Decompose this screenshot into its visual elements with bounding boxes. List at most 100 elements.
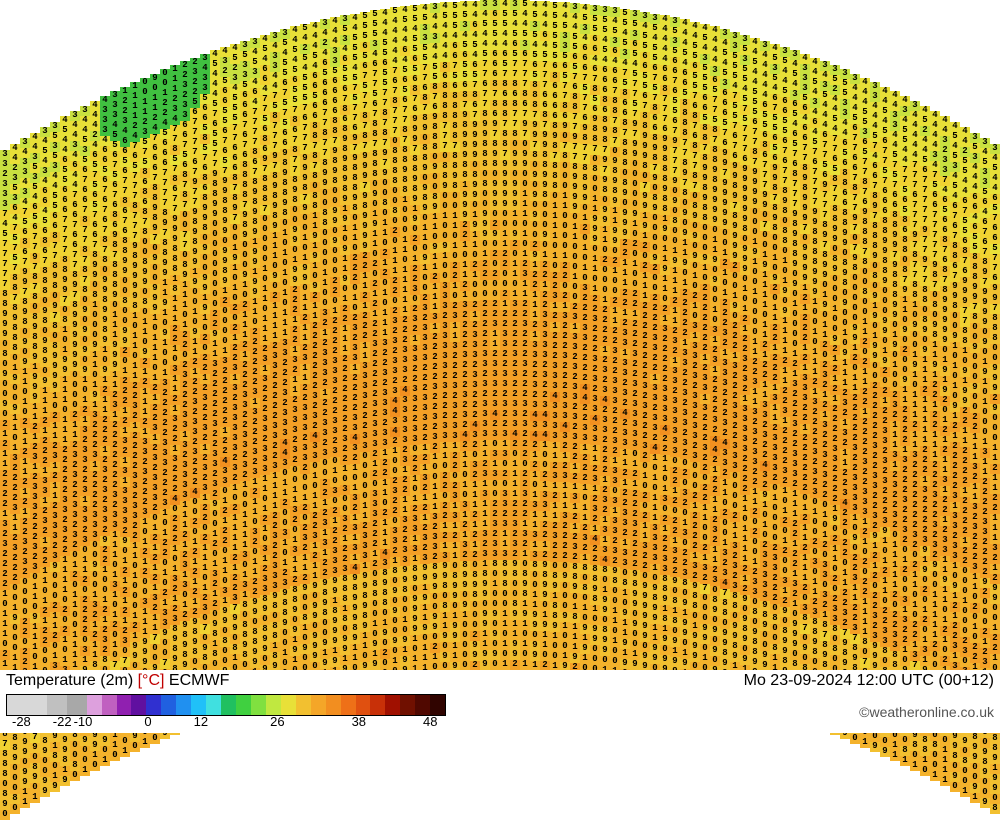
temp-cell: 2 [250, 488, 260, 498]
temp-cell: 6 [550, 102, 560, 112]
temp-cell: 0 [850, 294, 860, 304]
temp-cell: 1 [950, 612, 960, 622]
temp-cell: 0 [650, 284, 660, 294]
temp-cell: 8 [50, 322, 60, 332]
temp-cell: 7 [750, 128, 760, 138]
temp-cell: 5 [550, 12, 560, 22]
temp-cell: 2 [350, 404, 360, 414]
temp-cell: 5 [450, 22, 460, 32]
temp-cell: 6 [650, 64, 660, 74]
temp-cell: 1 [550, 322, 560, 332]
temp-cell: 0 [650, 484, 660, 494]
temp-cell: 8 [150, 184, 160, 194]
temp-cell: 7 [550, 152, 560, 162]
temp-cell: 7 [250, 128, 260, 138]
temp-cell: 4 [950, 122, 960, 132]
temp-cell: 4 [750, 68, 760, 78]
temp-cell: 7 [50, 312, 60, 322]
temp-cell: 2 [350, 334, 360, 344]
temp-cell: 7 [450, 62, 460, 72]
temp-cell: 4 [950, 172, 960, 182]
temp-cell: 2 [50, 442, 60, 452]
temp-cell: 3 [50, 522, 60, 532]
temp-cell: 8 [250, 148, 260, 158]
temp-cell: 7 [350, 84, 360, 94]
temp-cell: 1 [950, 562, 960, 572]
temp-cell: 8 [650, 154, 660, 164]
temp-cell: 2 [950, 422, 960, 432]
temp-cell: 6 [850, 154, 860, 164]
temp-cell: 8 [450, 102, 460, 112]
temp-cell: 2 [450, 482, 460, 492]
temp-cell: 6 [450, 82, 460, 92]
temp-cell: 3 [650, 334, 660, 344]
temp-cell: 2 [950, 482, 960, 492]
temp-cell: 9 [150, 294, 160, 304]
temp-cell: 6 [250, 88, 260, 98]
temp-cell: 5 [650, 54, 660, 64]
temp-cell: 0 [50, 332, 60, 342]
temp-cell: 3 [450, 402, 460, 412]
temp-cell: 3 [850, 484, 860, 494]
temp-cell: 3 [650, 424, 660, 434]
temp-cell: 2 [450, 272, 460, 282]
temp-cell: 2 [950, 602, 960, 612]
temp-cell: 5 [550, 22, 560, 32]
temp-cell: 9 [650, 204, 660, 214]
temp-cell: 4 [350, 434, 360, 444]
temp-cell: 3 [950, 542, 960, 552]
temp-cell: 2 [350, 264, 360, 274]
temp-cell: 2 [850, 414, 860, 424]
temp-cell: 3 [150, 454, 160, 464]
temp-cell: 1 [550, 452, 560, 462]
temp-cell: 0 [50, 572, 60, 582]
temp-cell: 3 [950, 512, 960, 522]
temp-cell: 3 [150, 484, 160, 494]
temp-cell: 9 [50, 272, 60, 282]
temp-cell: 9 [850, 214, 860, 224]
temp-cell: 9 [450, 172, 460, 182]
temp-cell: 9 [50, 382, 60, 392]
temp-cell: 7 [950, 232, 960, 242]
temp-cell: 2 [450, 302, 460, 312]
temp-cell: 9 [750, 168, 760, 178]
temp-cell: 1 [150, 524, 160, 534]
temp-cell: 8 [250, 178, 260, 188]
temp-cell: 7 [950, 212, 960, 222]
temp-cell: 3 [50, 552, 60, 562]
temp-cell: 1 [150, 94, 160, 104]
temp-cell: 4 [650, 34, 660, 44]
temp-cell: 1 [650, 504, 660, 514]
temp-cell: 8 [550, 182, 560, 192]
temp-cell: 0 [50, 402, 60, 412]
temp-cell: 9 [50, 352, 60, 362]
temp-cell: 4 [650, 444, 660, 454]
temp-cell: 0 [50, 592, 60, 602]
temp-cell: 2 [850, 424, 860, 434]
temp-cell: 7 [750, 138, 760, 148]
temp-cell: 0 [450, 472, 460, 482]
temp-cell: 7 [850, 244, 860, 254]
temp-cell: 0 [850, 304, 860, 314]
temp-cell: 1 [550, 212, 560, 222]
temp-cell: 3 [850, 494, 860, 504]
temp-cell: 6 [750, 118, 760, 128]
temp-cell: 9 [750, 188, 760, 198]
temp-cell: 3 [650, 344, 660, 354]
temp-cell: 1 [550, 232, 560, 242]
temp-cell: 4 [150, 124, 160, 134]
temp-cell: 2 [250, 368, 260, 378]
temp-cell: 1 [150, 104, 160, 114]
temp-cell: 1 [550, 202, 560, 212]
temp-cell: 9 [250, 228, 260, 238]
temp-cell: 4 [350, 14, 360, 24]
temp-cell: 3 [750, 408, 760, 418]
temp-cell: 4 [950, 142, 960, 152]
temp-cell: 1 [450, 222, 460, 232]
temp-cell: 2 [150, 464, 160, 474]
temp-cell: 2 [450, 412, 460, 422]
temp-cell: 3 [250, 448, 260, 458]
temp-cell: 1 [250, 508, 260, 518]
temp-cell: 1 [50, 432, 60, 442]
temp-cell: 9 [150, 204, 160, 214]
